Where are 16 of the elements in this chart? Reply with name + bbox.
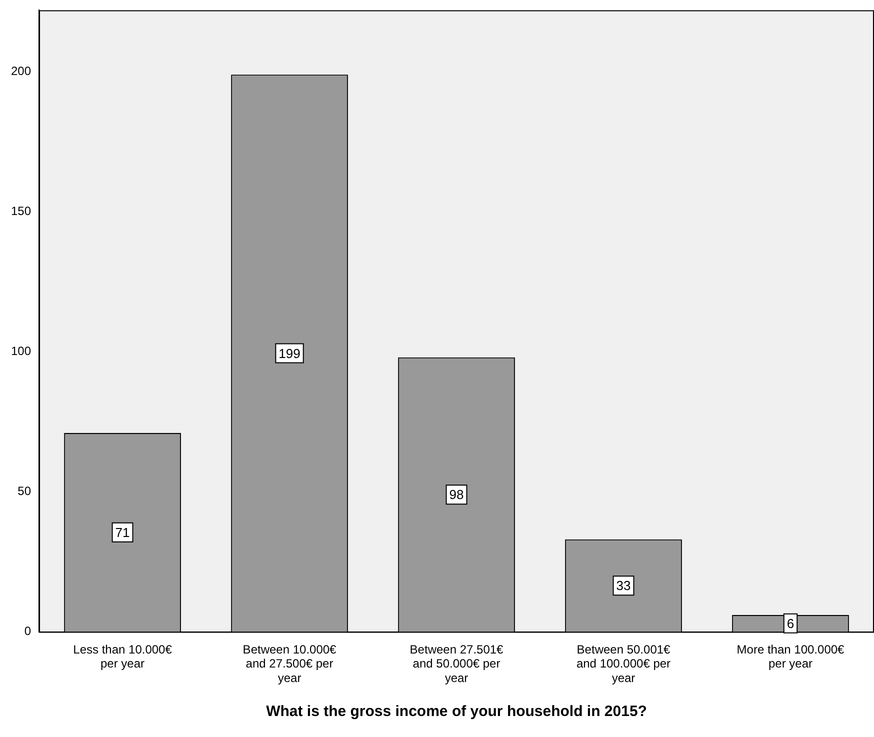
data-label: 33 bbox=[616, 578, 631, 594]
y-tick-label: 150 bbox=[10, 204, 32, 218]
data-label: 6 bbox=[786, 616, 794, 631]
y-tick-label: 200 bbox=[10, 64, 32, 78]
x-tick-label: Between 50.001€ and 100.000€ per year bbox=[576, 642, 671, 686]
x-tick-label: More than 100.000€ per year bbox=[736, 642, 845, 671]
data-label: 199 bbox=[278, 346, 300, 361]
y-tick-label: 100 bbox=[10, 344, 32, 358]
data-label: 71 bbox=[115, 524, 130, 540]
data-label: 98 bbox=[449, 487, 464, 502]
x-axis-title: What is the gross income of your household in 2015? bbox=[266, 703, 647, 720]
x-tick-label: Between 27.501€ and 50.000€ per year bbox=[410, 642, 504, 686]
y-tick-label: 0 bbox=[24, 624, 32, 638]
y-tick-label: 50 bbox=[18, 484, 32, 498]
x-tick-label: Less than 10.000€ per year bbox=[73, 642, 172, 671]
x-tick-label: Between 10.000€ and 27.500€ per year bbox=[242, 642, 337, 686]
